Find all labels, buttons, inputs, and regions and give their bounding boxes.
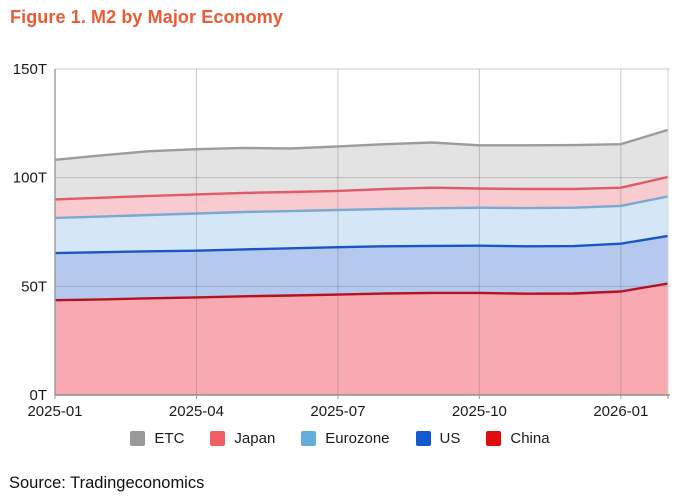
- chart-legend: ETC Japan Eurozone US China: [0, 430, 680, 447]
- series-line-us: [54, 234, 669, 255]
- legend-item-china[interactable]: China: [486, 430, 550, 447]
- area-band-etc: [55, 129, 668, 200]
- legend-label: Eurozone: [325, 430, 390, 447]
- series-line-eurozone: [54, 195, 669, 220]
- legend-label: ETC: [154, 430, 185, 447]
- area-band-china: [55, 283, 668, 395]
- x-tick-label-2026-01: 2026-01: [593, 403, 648, 420]
- legend-label: Japan: [234, 430, 276, 447]
- x-tick-label-2025-01: 2025-01: [27, 403, 82, 420]
- area-band-eurozone: [55, 196, 668, 254]
- legend-swatch-us: [415, 431, 431, 446]
- legend-swatch-china: [486, 431, 502, 446]
- area-band-us: [55, 235, 668, 301]
- legend-item-japan[interactable]: Japan: [210, 430, 275, 447]
- series-line-japan: [54, 175, 669, 201]
- legend-item-eurozone[interactable]: Eurozone: [301, 430, 390, 447]
- legend-item-us[interactable]: US: [415, 430, 461, 447]
- legend-swatch-eurozone: [301, 431, 317, 446]
- source-note: Source: Tradingeconomics: [9, 474, 205, 492]
- x-tick-label-2025-04: 2025-04: [169, 403, 224, 420]
- legend-label: US: [439, 430, 461, 447]
- y-tick-label-50T: 50T: [21, 278, 47, 295]
- series-line-china: [54, 282, 669, 302]
- series-line-etc: [54, 128, 669, 161]
- x-tick-label-2025-10: 2025-10: [452, 403, 507, 420]
- m2-stacked-area-chart: 0T 50T 100T 150T 2025-01 2025-04 2025-07 2025-1…: [13, 61, 670, 420]
- legend-swatch-japan: [210, 431, 226, 446]
- legend-swatch-etc: [130, 431, 146, 446]
- legend-item-etc[interactable]: ETC: [130, 430, 184, 447]
- legend-label: China: [510, 430, 550, 447]
- x-tick-label-2025-07: 2025-07: [310, 403, 365, 420]
- y-tick-label-100T: 100T: [13, 170, 47, 187]
- y-tick-label-150T: 150T: [13, 61, 47, 78]
- figure-title: Figure 1. M2 by Major Economy: [10, 7, 283, 27]
- y-tick-label-0T: 0T: [29, 387, 47, 404]
